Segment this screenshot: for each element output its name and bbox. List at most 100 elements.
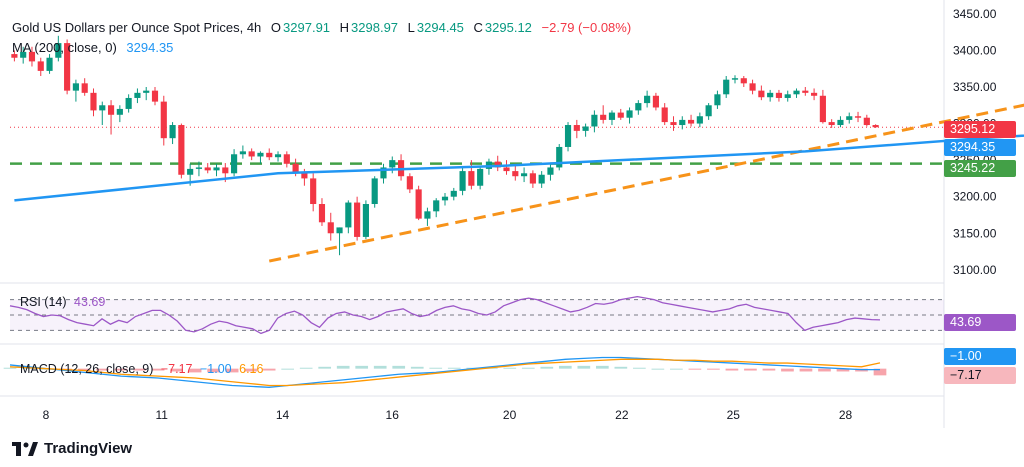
candle-body <box>854 116 862 118</box>
candle-body <box>204 167 211 171</box>
candle-body <box>81 83 88 93</box>
candle-body <box>187 168 194 175</box>
candle-body <box>459 171 466 191</box>
candle-body <box>468 171 475 186</box>
candle-body <box>547 167 554 175</box>
signal-line <box>9 358 881 387</box>
rsi-value-tag: 43.69 <box>944 314 1016 331</box>
hist-value-tag: −7.17 <box>944 367 1016 384</box>
high-value: 3298.97 <box>351 20 399 35</box>
macd-histogram-bar <box>558 365 572 369</box>
candle-body <box>380 167 387 179</box>
candle-body <box>503 167 510 172</box>
candle-body <box>600 114 607 120</box>
candle-body <box>723 79 730 95</box>
last-price-tag: 3295.12 <box>944 121 1016 138</box>
close-value: 3295.12 <box>484 20 532 35</box>
macd-histogram-bar <box>318 366 332 369</box>
candle-body <box>301 173 308 179</box>
candle-body <box>90 92 97 111</box>
ma-legend: MA (200, close, 0) 3294.35 <box>12 40 175 55</box>
candle-body <box>591 114 598 127</box>
macd-histogram-bar <box>96 368 109 371</box>
candle-body <box>20 51 27 58</box>
macd-histogram-bar <box>744 368 757 371</box>
candle-body <box>28 51 36 62</box>
macd-histogram-bar <box>595 365 609 369</box>
ma-200-line <box>14 134 1024 202</box>
candle-body <box>46 57 53 71</box>
candle-body <box>740 78 747 84</box>
candle-body <box>371 178 378 205</box>
candle-body <box>767 92 774 98</box>
macd-histogram-bar <box>633 367 646 369</box>
x-tick-label: 16 <box>386 408 400 422</box>
x-tick-label: 8 <box>43 408 50 422</box>
candle-body <box>310 178 317 205</box>
candle-body <box>582 126 589 131</box>
candle-body <box>107 105 115 115</box>
ma-value: 3294.35 <box>126 40 174 55</box>
candle-body <box>336 227 343 234</box>
candle-body <box>55 43 62 58</box>
x-tick-label: 14 <box>276 408 290 422</box>
candle-body <box>213 167 220 171</box>
candle-body <box>512 171 519 177</box>
candle-body <box>231 154 238 174</box>
candle-body <box>64 43 71 91</box>
chart-title: Gold US Dollars per Ounce Spot Prices, 4… <box>12 20 262 35</box>
candle-body <box>670 122 677 126</box>
candle-body <box>749 83 756 91</box>
candle-body <box>424 211 431 219</box>
candle-body <box>828 122 835 126</box>
y-tick-label: 3100.00 <box>953 263 997 277</box>
candle-body <box>389 160 396 168</box>
candle-body <box>538 174 545 184</box>
macd-histogram-bar <box>670 368 683 370</box>
macd-histogram-bar <box>299 367 313 369</box>
candle-body <box>292 163 299 174</box>
candle-body <box>477 168 484 186</box>
candle-body <box>151 90 159 102</box>
candle-body <box>160 101 167 139</box>
macd-histogram-bar <box>688 368 702 370</box>
macd-histogram-bar <box>614 366 628 369</box>
macd-histogram-bar <box>762 368 776 371</box>
candle-body <box>99 105 106 111</box>
candle-body <box>134 92 141 98</box>
candle-body <box>635 103 642 111</box>
candle-body <box>72 83 79 91</box>
ascending-trend-line <box>268 103 1024 263</box>
macd-histogram-bar <box>373 365 387 369</box>
macd-histogram-bar <box>873 368 887 376</box>
candle-body <box>354 202 361 237</box>
macd-hist-value: −7.17 <box>160 362 193 376</box>
y-tick-label: 3200.00 <box>953 190 997 204</box>
macd-histogram-bar <box>503 367 517 369</box>
candle-body <box>608 112 616 120</box>
open-label: O <box>270 20 282 35</box>
candle-body <box>802 90 809 93</box>
candle-body <box>441 196 449 201</box>
x-tick-label: 22 <box>615 408 629 422</box>
candle-body <box>573 125 580 131</box>
candle-body <box>705 105 712 117</box>
candle-body <box>433 200 440 212</box>
macd-histogram-bar <box>170 368 183 372</box>
x-tick-label: 20 <box>503 408 517 422</box>
support-price-tag: 3245.22 <box>944 160 1016 177</box>
macd-histogram-bar <box>262 368 276 371</box>
candle-body <box>195 167 203 169</box>
candle-body <box>626 110 633 118</box>
candle-body <box>318 204 326 223</box>
candle-body <box>679 119 686 126</box>
change-value: −2.79 (−0.08%) <box>541 20 632 35</box>
candle-body <box>362 204 369 237</box>
candle-body <box>811 92 818 96</box>
macd-histogram-bar <box>355 365 369 369</box>
candle-body <box>661 107 668 123</box>
candle-body <box>274 154 282 158</box>
tradingview-brand[interactable]: TradingView <box>12 440 132 457</box>
x-tick-label: 25 <box>727 408 741 422</box>
macd-histogram-bar <box>781 368 794 372</box>
